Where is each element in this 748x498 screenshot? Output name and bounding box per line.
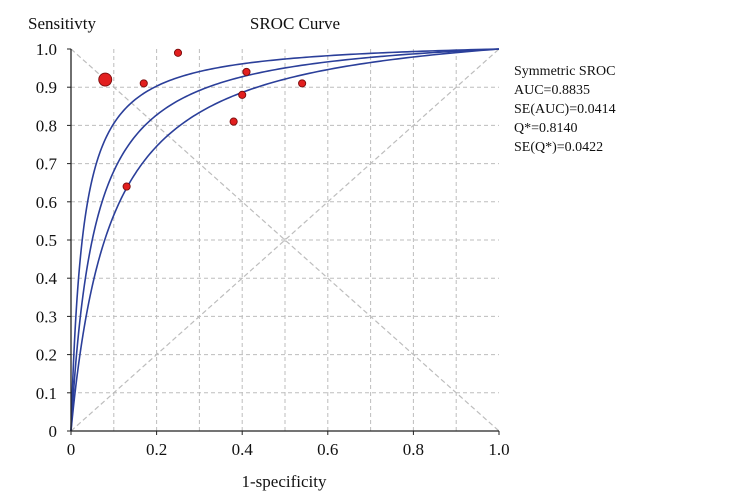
annotation-se-q-star: SE(Q*)=0.0422 bbox=[514, 140, 603, 155]
x-axis-label: 1-specificity bbox=[242, 472, 327, 491]
study-point bbox=[242, 67, 251, 76]
x-tick-label: 0.8 bbox=[403, 440, 424, 459]
sroc-curve-confidence-upper bbox=[70, 48, 500, 432]
x-ticks: 0 0.2 0.4 0.6 0.8 1.0 bbox=[67, 431, 510, 459]
annotation-model: Symmetric SROC bbox=[514, 64, 616, 79]
y-tick-label: 0 bbox=[49, 422, 58, 441]
y-tick-label: 0.6 bbox=[36, 193, 57, 212]
y-tick-label: 0.8 bbox=[36, 116, 57, 135]
x-tick-label: 0.4 bbox=[232, 440, 254, 459]
x-tick-label: 1.0 bbox=[488, 440, 509, 459]
y-tick-label: 0.9 bbox=[36, 78, 57, 97]
y-ticks: 0 0.1 0.2 0.3 0.4 0.5 0.6 0.7 0.8 0.9 1.0 bbox=[36, 40, 71, 441]
chart-title: SROC Curve bbox=[250, 14, 340, 33]
study-point bbox=[238, 90, 247, 99]
sroc-curve-SROC bbox=[70, 48, 500, 432]
study-point bbox=[229, 117, 238, 126]
y-tick-label: 0.4 bbox=[36, 269, 58, 288]
y-tick-label: 0.7 bbox=[36, 155, 58, 174]
y-tick-label: 1.0 bbox=[36, 40, 57, 59]
annotation-se-auc: SE(AUC)=0.0414 bbox=[514, 102, 616, 117]
y-axis-label: Sensitivty bbox=[28, 14, 97, 33]
study-point bbox=[298, 79, 307, 88]
study-point bbox=[98, 72, 113, 87]
study-point bbox=[173, 48, 183, 57]
x-tick-label: 0.2 bbox=[146, 440, 167, 459]
stats-annotation: Symmetric SROC AUC=0.8835 SE(AUC)=0.0414… bbox=[514, 64, 616, 155]
study-point bbox=[122, 182, 131, 191]
y-tick-label: 0.1 bbox=[36, 384, 57, 403]
study-points bbox=[98, 48, 307, 191]
annotation-q-star: Q*=0.8140 bbox=[514, 121, 578, 136]
y-tick-label: 0.5 bbox=[36, 231, 57, 250]
x-tick-label: 0 bbox=[67, 440, 76, 459]
x-tick-label: 0.6 bbox=[317, 440, 338, 459]
y-tick-label: 0.2 bbox=[36, 346, 57, 365]
study-point bbox=[139, 79, 148, 88]
y-tick-label: 0.3 bbox=[36, 307, 57, 326]
annotation-auc: AUC=0.8835 bbox=[514, 83, 590, 98]
